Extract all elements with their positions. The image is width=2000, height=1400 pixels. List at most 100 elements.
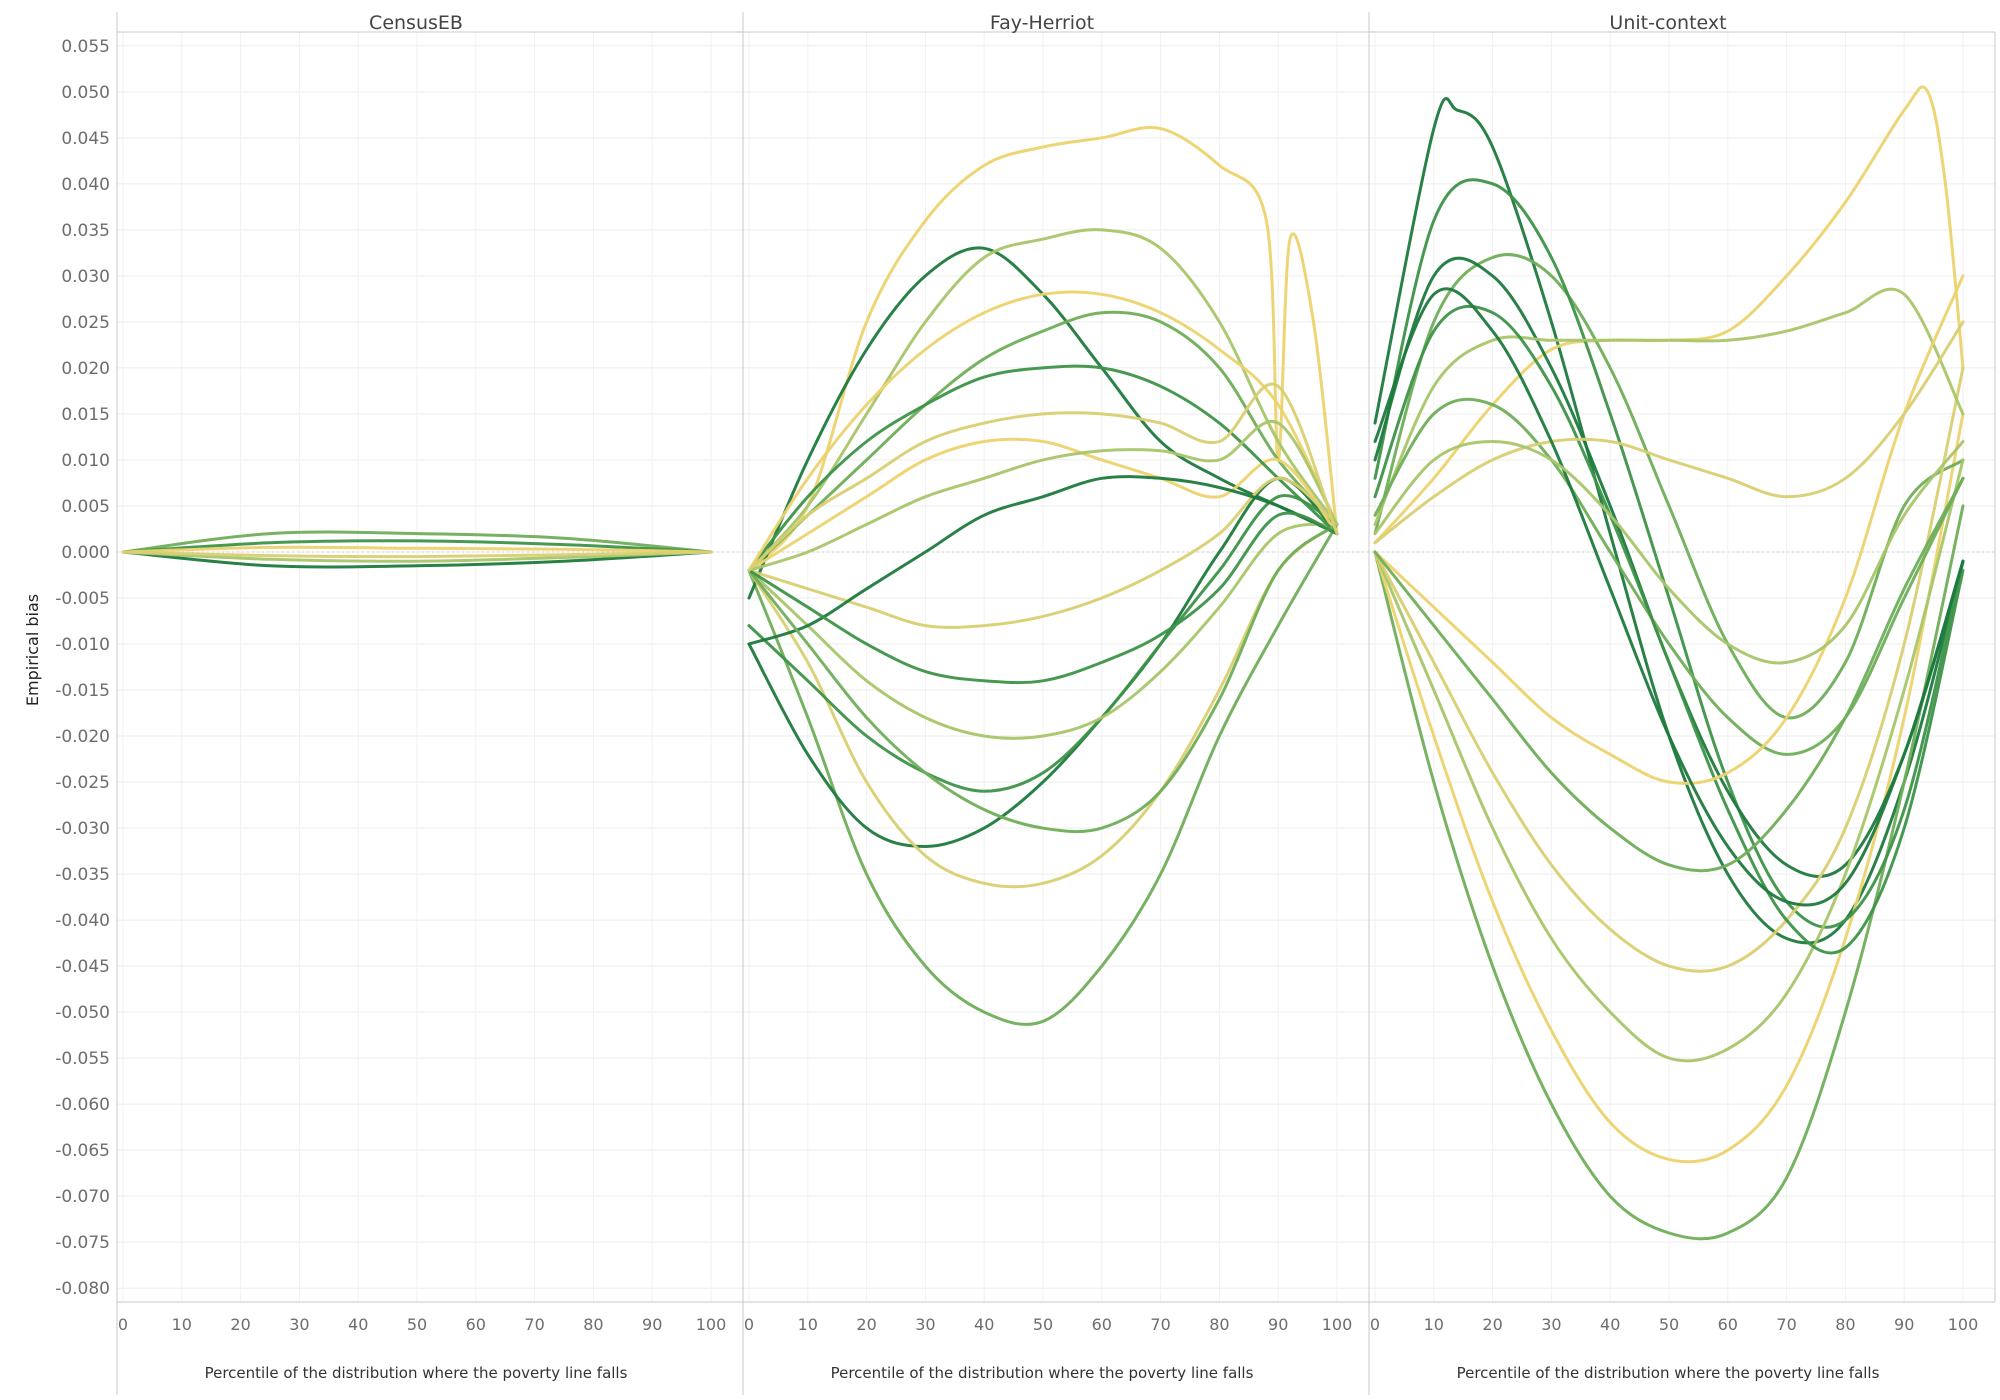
y-tick-label: 0.005 bbox=[61, 497, 110, 517]
series-line bbox=[1373, 178, 1965, 929]
y-tick-label: 0.040 bbox=[61, 175, 110, 195]
series-line bbox=[747, 475, 1339, 646]
x-tick-label: 10 bbox=[798, 1315, 818, 1334]
y-tick-label: -0.005 bbox=[55, 589, 110, 609]
x-tick-label: 70 bbox=[1150, 1315, 1170, 1334]
y-tick-label: 0.015 bbox=[61, 405, 110, 425]
x-tick-label: 10 bbox=[1424, 1315, 1444, 1334]
series-line bbox=[1373, 97, 1965, 945]
x-tick-label: 80 bbox=[583, 1315, 603, 1334]
series-line bbox=[1373, 287, 1965, 526]
x-tick-label: 50 bbox=[407, 1315, 427, 1334]
series-line bbox=[1373, 412, 1965, 1164]
x-tick-label: 100 bbox=[1948, 1315, 1979, 1334]
x-tick-label: 0 bbox=[118, 1315, 128, 1334]
x-tick-label: 40 bbox=[348, 1315, 368, 1334]
x-tick-label: 20 bbox=[1482, 1315, 1502, 1334]
series-line bbox=[1373, 397, 1965, 756]
x-axis-ticks: 0 10 20 30 40 50 60 70 80 90 100 0 10 20 30 40 50 60 70 80 9… bbox=[118, 1315, 1978, 1334]
y-tick-label: -0.015 bbox=[55, 681, 110, 701]
x-tick-label: 70 bbox=[1776, 1315, 1796, 1334]
x-tick-label: 80 bbox=[1835, 1315, 1855, 1334]
y-tick-label: 0.050 bbox=[61, 83, 110, 103]
series-line bbox=[1373, 304, 1965, 955]
panel-title: Fay-Herriot bbox=[990, 12, 1094, 34]
x-tick-label: 50 bbox=[1659, 1315, 1679, 1334]
series-line bbox=[747, 382, 1339, 572]
series-line bbox=[747, 126, 1339, 572]
x-tick-label: 30 bbox=[289, 1315, 309, 1334]
y-tick-label: -0.020 bbox=[55, 727, 110, 747]
series-line bbox=[747, 522, 1339, 889]
series-line bbox=[747, 476, 1339, 629]
y-axis-ticks: 0.055 0.050 0.045 0.040 0.035 0.030 0.025 0.020… bbox=[55, 37, 110, 1299]
x-tick-label: 90 bbox=[642, 1315, 662, 1334]
x-tick-label: 70 bbox=[524, 1315, 544, 1334]
x-tick-label: 20 bbox=[230, 1315, 250, 1334]
y-tick-label: -0.035 bbox=[55, 865, 110, 885]
series-line bbox=[1373, 320, 1965, 545]
y-tick-label: -0.050 bbox=[55, 1003, 110, 1023]
y-tick-label: 0.025 bbox=[61, 313, 110, 333]
series-line bbox=[747, 419, 1339, 572]
series-line bbox=[747, 522, 1339, 834]
series-line bbox=[121, 530, 713, 554]
x-tick-label: 100 bbox=[696, 1315, 727, 1334]
series-line bbox=[747, 437, 1339, 572]
x-tick-label: 90 bbox=[1894, 1315, 1914, 1334]
x-tick-label: 30 bbox=[1541, 1315, 1561, 1334]
y-tick-label: -0.040 bbox=[55, 911, 110, 931]
y-tick-label: -0.060 bbox=[55, 1095, 110, 1115]
panel-title: CensusEB bbox=[369, 12, 463, 34]
series-line bbox=[747, 511, 1339, 685]
panel-titles: CensusEB Fay-Herriot Unit-context bbox=[369, 12, 1727, 34]
series-line bbox=[1373, 476, 1965, 873]
y-tick-label: -0.080 bbox=[55, 1279, 110, 1299]
y-tick-label: -0.065 bbox=[55, 1141, 110, 1161]
y-tick-label: -0.025 bbox=[55, 773, 110, 793]
series-line bbox=[1373, 287, 1965, 907]
x-tick-label: 40 bbox=[1600, 1315, 1620, 1334]
series-line bbox=[1373, 458, 1965, 1063]
x-axis-label: Percentile of the distribution where the… bbox=[205, 1364, 628, 1382]
series-line bbox=[747, 228, 1339, 572]
y-tick-label: -0.055 bbox=[55, 1049, 110, 1069]
series-line bbox=[1373, 366, 1965, 973]
x-tick-label: 30 bbox=[915, 1315, 935, 1334]
y-tick-label: 0.055 bbox=[61, 37, 110, 57]
series-line bbox=[121, 550, 713, 569]
y-tick-label: -0.030 bbox=[55, 819, 110, 839]
y-tick-label: 0.010 bbox=[61, 451, 110, 471]
x-tick-label: 0 bbox=[744, 1315, 754, 1334]
x-tick-label: 60 bbox=[1092, 1315, 1112, 1334]
x-tick-label: 60 bbox=[1718, 1315, 1738, 1334]
panel-title: Unit-context bbox=[1609, 12, 1726, 34]
y-tick-label: -0.075 bbox=[55, 1233, 110, 1253]
series-line bbox=[1373, 274, 1965, 785]
x-axis-label: Percentile of the distribution where the… bbox=[1457, 1364, 1880, 1382]
series-line bbox=[121, 550, 713, 559]
y-tick-label: -0.010 bbox=[55, 635, 110, 655]
x-tick-label: 60 bbox=[466, 1315, 486, 1334]
series-line bbox=[747, 494, 1339, 793]
series-line bbox=[1373, 253, 1965, 720]
x-tick-label: 0 bbox=[1370, 1315, 1380, 1334]
series-line bbox=[747, 364, 1339, 572]
y-tick-label: 0.000 bbox=[61, 543, 110, 563]
series-line bbox=[747, 246, 1339, 600]
x-tick-label: 20 bbox=[856, 1315, 876, 1334]
y-axis-label: Empirical bias bbox=[23, 594, 42, 706]
x-tick-label: 100 bbox=[1322, 1315, 1353, 1334]
y-tick-label: 0.045 bbox=[61, 129, 110, 149]
panel-frames bbox=[116, 12, 1996, 1395]
x-tick-label: 50 bbox=[1033, 1315, 1053, 1334]
x-tick-label: 80 bbox=[1209, 1315, 1229, 1334]
x-tick-label: 90 bbox=[1268, 1315, 1288, 1334]
y-tick-label: 0.020 bbox=[61, 359, 110, 379]
series-line bbox=[747, 310, 1339, 572]
series-line bbox=[1373, 440, 1965, 665]
y-tick-label: 0.035 bbox=[61, 221, 110, 241]
series-line bbox=[121, 545, 713, 554]
series-line bbox=[121, 550, 713, 563]
